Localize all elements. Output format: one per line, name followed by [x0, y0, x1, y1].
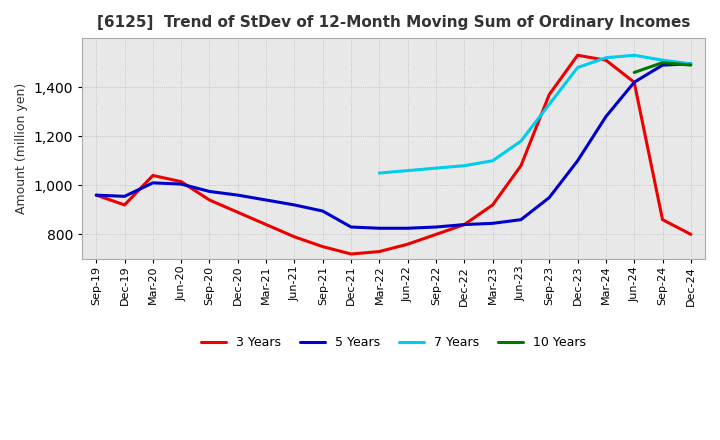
3 Years	[460, 222, 469, 227]
7 Years	[658, 58, 667, 63]
3 Years	[488, 202, 497, 208]
7 Years	[403, 168, 412, 173]
5 Years	[403, 226, 412, 231]
3 Years	[545, 92, 554, 97]
7 Years	[517, 139, 526, 144]
5 Years	[687, 61, 696, 66]
10 Years	[687, 62, 696, 68]
3 Years	[120, 202, 129, 208]
Y-axis label: Amount (million yen): Amount (million yen)	[15, 83, 28, 214]
5 Years	[432, 224, 441, 230]
5 Years	[347, 224, 356, 230]
5 Years	[375, 226, 384, 231]
5 Years	[262, 198, 271, 203]
7 Years	[573, 65, 582, 70]
3 Years	[403, 242, 412, 247]
3 Years	[573, 53, 582, 58]
Legend: 3 Years, 5 Years, 7 Years, 10 Years: 3 Years, 5 Years, 7 Years, 10 Years	[197, 331, 591, 354]
10 Years	[658, 60, 667, 65]
3 Years	[687, 232, 696, 237]
7 Years	[630, 53, 639, 58]
3 Years	[432, 232, 441, 237]
5 Years	[205, 189, 214, 194]
3 Years	[347, 251, 356, 257]
5 Years	[460, 222, 469, 227]
3 Years	[658, 217, 667, 222]
5 Years	[602, 114, 611, 119]
5 Years	[233, 192, 242, 198]
3 Years	[262, 222, 271, 227]
5 Years	[177, 181, 186, 187]
5 Years	[120, 194, 129, 199]
5 Years	[488, 221, 497, 226]
3 Years	[630, 80, 639, 85]
7 Years	[602, 55, 611, 60]
7 Years	[488, 158, 497, 163]
3 Years	[205, 198, 214, 203]
7 Years	[545, 102, 554, 107]
3 Years	[148, 173, 157, 178]
7 Years	[460, 163, 469, 169]
Title: [6125]  Trend of StDev of 12-Month Moving Sum of Ordinary Incomes: [6125] Trend of StDev of 12-Month Moving…	[97, 15, 690, 30]
7 Years	[375, 170, 384, 176]
5 Years	[92, 192, 101, 198]
5 Years	[658, 62, 667, 68]
3 Years	[92, 192, 101, 198]
3 Years	[602, 58, 611, 63]
3 Years	[375, 249, 384, 254]
5 Years	[517, 217, 526, 222]
5 Years	[148, 180, 157, 186]
3 Years	[177, 179, 186, 184]
3 Years	[318, 244, 327, 249]
5 Years	[573, 158, 582, 163]
7 Years	[687, 61, 696, 66]
10 Years	[630, 70, 639, 75]
Line: 10 Years: 10 Years	[634, 62, 691, 73]
3 Years	[517, 163, 526, 169]
3 Years	[290, 234, 299, 239]
Line: 3 Years: 3 Years	[96, 55, 691, 254]
3 Years	[233, 209, 242, 215]
Line: 5 Years: 5 Years	[96, 64, 691, 228]
5 Years	[290, 202, 299, 208]
Line: 7 Years: 7 Years	[379, 55, 691, 173]
5 Years	[318, 209, 327, 214]
5 Years	[545, 195, 554, 200]
7 Years	[432, 165, 441, 171]
5 Years	[630, 80, 639, 85]
